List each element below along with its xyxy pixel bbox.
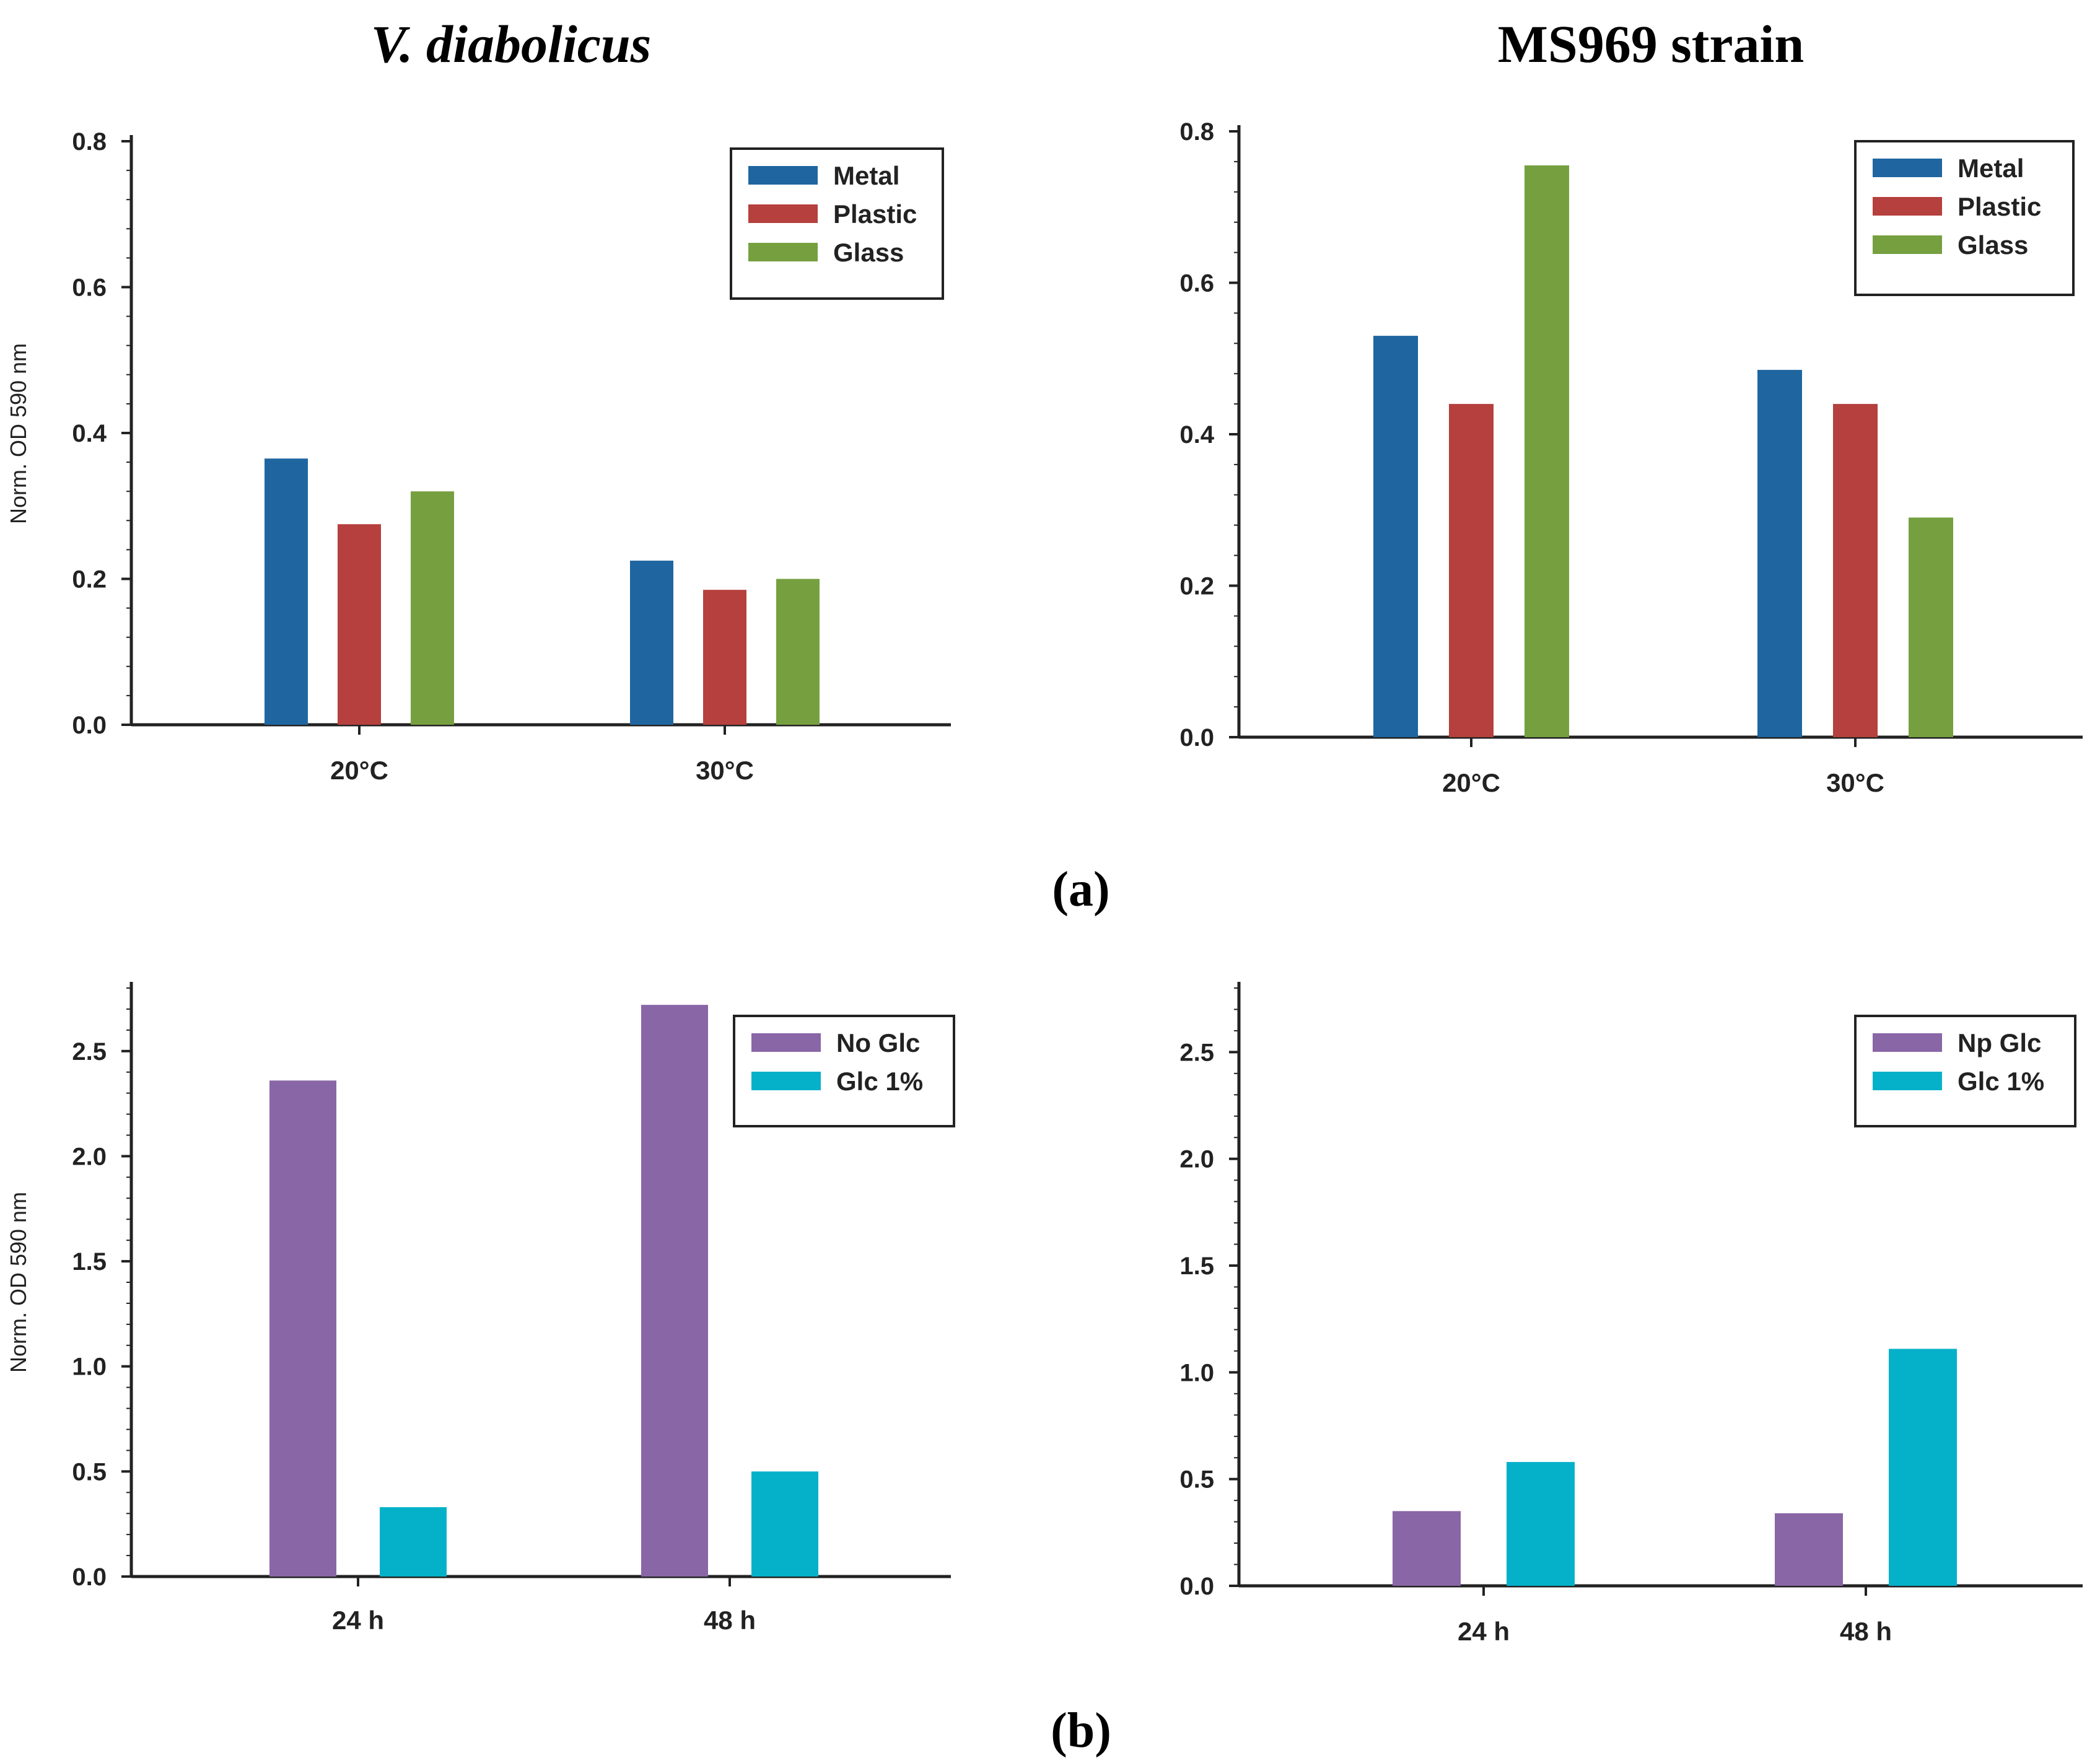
bar-np-glc-2 [1775,1513,1843,1586]
legend-swatch [1873,1072,1942,1090]
y-axis-label: Norm. OD 590 nm [6,343,31,524]
y-tick-label: 0.2 [1179,573,1214,600]
bar-plastic-2 [703,590,746,725]
bar-glc-1--1 [380,1507,447,1577]
bar-plastic-2 [1833,404,1878,737]
y-tick-label: 0.8 [72,128,107,155]
legend-label: Glass [833,238,904,267]
legend: No Glc Glc 1% [733,1015,955,1127]
chart-1: 0.0 0.2 0.4 0.6 0.8 20°C 30°C Norm. OD 590 nm Me… [6,128,951,785]
chart-4: 0.0 0.5 1.0 1.5 2.0 2.5 24 h 48 h Np Glc Glc 1% [1179,982,2083,1646]
x-tick-label: 30°C [1826,768,1884,797]
legend-swatch [1873,235,1942,254]
legend-label: Np Glc [1958,1028,2041,1057]
bar-glc-1--2 [751,1471,818,1577]
bar-metal-2 [630,561,673,725]
y-tick-label: 2.0 [72,1143,107,1170]
x-tick-label: 24 h [1458,1617,1510,1646]
y-axis-label: Norm. OD 590 nm [6,1192,31,1373]
panel-label-a: (a) [1052,862,1109,917]
y-tick-label: 0.0 [1179,724,1214,751]
y-tick-label: 0.6 [72,274,107,302]
panel-label-b: (b) [1051,1704,1111,1758]
charts: 0.0 0.2 0.4 0.6 0.8 20°C 30°C Norm. OD 590 nm Me… [6,118,2083,1646]
legend-label: Glass [1958,230,2028,260]
legend-swatch [751,1033,821,1052]
x-tick-label: 48 h [1840,1617,1892,1646]
legend: Metal Plastic Glass [1854,140,2075,296]
legend-label: Glc 1% [1958,1067,2044,1096]
legend-label: Metal [833,161,899,190]
legend-box [733,1015,955,1127]
y-tick-label: 1.0 [72,1354,107,1381]
bar-glass-2 [776,579,820,725]
y-tick-label: 0.5 [72,1458,107,1485]
bar-metal-1 [1373,336,1418,737]
bar-glc-1--1 [1507,1462,1575,1586]
legend-swatch [751,1072,821,1090]
y-tick-label: 2.0 [1179,1146,1214,1173]
legend-swatch [1873,1033,1942,1052]
x-tick-label: 48 h [704,1606,756,1635]
y-tick-label: 1.5 [72,1248,107,1275]
y-tick-label: 0.2 [72,566,107,593]
y-tick-label: 0.6 [1179,270,1214,297]
legend-label: No Glc [836,1028,920,1057]
legend-swatch [748,204,818,223]
x-tick-label: 20°C [1442,768,1500,797]
bar-glc-1--2 [1889,1349,1957,1586]
y-tick-label: 2.5 [72,1038,107,1065]
legend-swatch [1873,197,1942,216]
bar-np-glc-1 [1393,1511,1461,1586]
bar-glass-1 [411,491,454,725]
bar-plastic-1 [338,524,381,725]
legend-label: Plastic [1958,192,2041,221]
legend-label: Metal [1958,154,2024,183]
legend: Np Glc Glc 1% [1854,1015,2076,1127]
y-tick-label: 0.0 [72,712,107,739]
chart-3: 0.0 0.5 1.0 1.5 2.0 2.5 24 h 48 h Norm. OD 590 n… [6,982,955,1635]
title-left: V. diabolicus [371,14,651,74]
bar-metal-1 [265,458,308,725]
y-tick-label: 2.5 [1179,1039,1214,1066]
y-tick-label: 0.0 [1179,1573,1214,1600]
x-tick-label: 30°C [696,756,754,785]
y-tick-label: 0.5 [1179,1466,1214,1494]
bar-metal-2 [1757,370,1802,737]
y-tick-label: 1.5 [1179,1253,1214,1280]
legend-swatch [748,166,818,185]
y-tick-label: 0.0 [72,1564,107,1591]
bar-no-glc-1 [269,1080,336,1577]
legend-swatch [748,243,818,261]
title-right: MS969 strain [1498,14,1805,74]
y-tick-label: 0.8 [1179,118,1214,146]
y-tick-label: 1.0 [1179,1359,1214,1386]
bar-plastic-1 [1449,404,1494,737]
bar-glass-1 [1525,165,1569,737]
x-tick-label: 24 h [332,1606,384,1635]
bar-no-glc-2 [641,1005,708,1577]
y-tick-label: 0.4 [72,420,107,447]
legend: Metal Plastic Glass [730,147,944,300]
x-tick-label: 20°C [330,756,388,785]
legend-swatch [1873,159,1942,177]
y-tick-label: 0.4 [1179,421,1214,448]
chart-2: 0.0 0.2 0.4 0.6 0.8 20°C 30°C Metal Plastic Glass [1179,118,2083,797]
bar-glass-2 [1909,517,1953,737]
legend-label: Plastic [833,199,917,229]
legend-label: Glc 1% [836,1067,923,1096]
